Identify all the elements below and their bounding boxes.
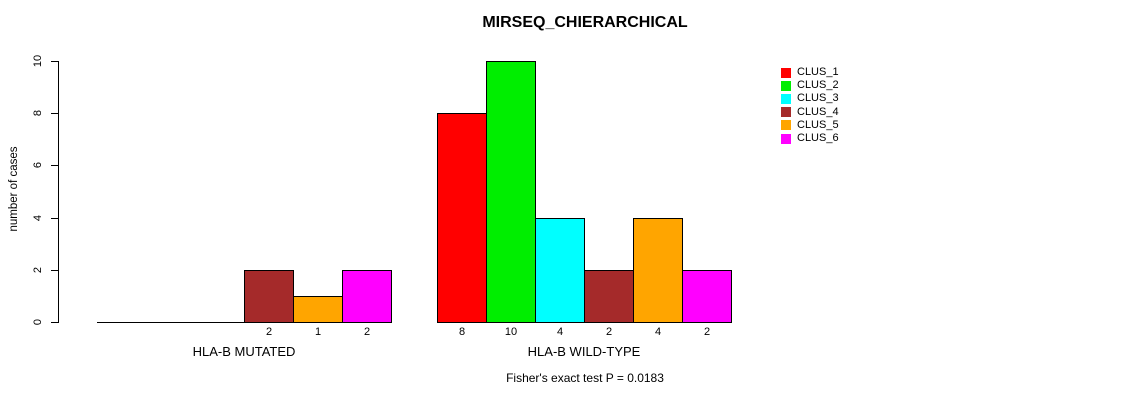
bar-clus-1-hla-b-wild-type	[437, 113, 487, 323]
bar-clus-5-hla-b-mutated	[293, 295, 343, 323]
bar-clus-2-hla-b-mutated	[146, 322, 196, 323]
bar-value-label: 4	[556, 326, 564, 338]
y-axis-tick	[51, 61, 58, 62]
bar-clus-3-hla-b-wild-type	[535, 217, 585, 323]
legend-swatch-clus-6	[781, 133, 791, 144]
legend-label: CLUS_6	[797, 132, 839, 145]
legend-swatch-clus-4	[781, 107, 791, 118]
y-axis-tick	[51, 113, 58, 115]
bar-value-label: 2	[703, 326, 711, 338]
legend-item: CLUS_1	[781, 66, 839, 79]
bar-value-label: 2	[265, 326, 273, 338]
legend-item: CLUS_3	[781, 92, 839, 105]
bar-value-label: 10	[504, 326, 518, 338]
bar-value-label: 1	[314, 326, 322, 338]
bar-clus-4-hla-b-mutated	[244, 269, 294, 323]
legend-swatch-clus-3	[781, 93, 791, 104]
y-axis	[58, 61, 59, 323]
legend-swatch-clus-1	[781, 67, 791, 78]
bar-clus-2-hla-b-wild-type	[486, 61, 536, 323]
x-category-label-wildtype: HLA-B WILD-TYPE	[527, 344, 641, 359]
bar-clus-5-hla-b-wild-type	[633, 217, 683, 323]
legend: CLUS_1 CLUS_2 CLUS_3 CLUS_4 CLUS_5 CLUS_6	[781, 66, 839, 145]
bar-clus-1-hla-b-mutated	[97, 322, 147, 323]
legend-item: CLUS_2	[781, 79, 839, 92]
y-tick-label: 2	[32, 266, 44, 273]
bar-clus-4-hla-b-wild-type	[584, 269, 634, 323]
legend-item: CLUS_6	[781, 132, 839, 145]
legend-label: CLUS_3	[797, 92, 839, 105]
y-axis-tick	[51, 269, 58, 271]
bar-value-label: 2	[605, 326, 613, 338]
legend-item: CLUS_5	[781, 119, 839, 132]
y-tick-label: 8	[32, 110, 44, 117]
bar-value-label: 2	[363, 326, 371, 338]
legend-item: CLUS_4	[781, 106, 839, 119]
y-tick-label: 10	[32, 54, 44, 68]
bar-value-label: 8	[458, 326, 466, 338]
y-axis-label: number of cases	[8, 146, 20, 232]
legend-label: CLUS_4	[797, 105, 839, 118]
legend-label: CLUS_2	[797, 79, 839, 92]
y-axis-tick	[51, 217, 58, 219]
y-tick-label: 6	[32, 162, 44, 169]
legend-label: CLUS_1	[797, 66, 839, 79]
bar-clus-3-hla-b-mutated	[195, 322, 245, 323]
y-tick-label: 4	[32, 214, 44, 221]
y-axis-tick	[51, 165, 58, 167]
legend-label: CLUS_5	[797, 118, 839, 131]
y-tick-label: 0	[32, 318, 44, 326]
legend-swatch-clus-2	[781, 80, 791, 91]
bar-clus-6-hla-b-mutated	[342, 269, 392, 323]
bar-clus-6-hla-b-wild-type	[682, 269, 732, 323]
x-category-label-mutated: HLA-B MUTATED	[192, 344, 296, 359]
chart-title: MIRSEQ_CHIERARCHICAL	[482, 14, 688, 31]
footnote-pvalue: Fisher's exact test P = 0.0183	[506, 371, 664, 385]
bar-value-label: 4	[654, 326, 662, 338]
legend-swatch-clus-5	[781, 120, 791, 131]
y-axis-tick	[51, 322, 58, 323]
